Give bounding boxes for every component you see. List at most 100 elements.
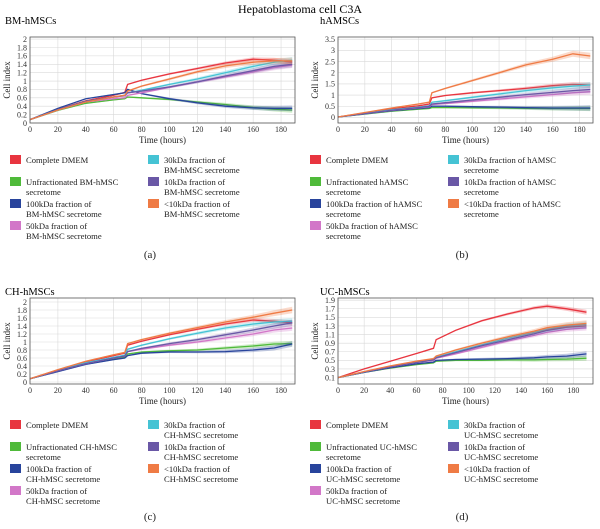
legend-swatch <box>148 442 159 451</box>
y-tick-label: 1 <box>23 338 27 347</box>
x-tick-label: 40 <box>388 125 396 134</box>
x-tick-label: 0 <box>336 125 340 134</box>
y-tick-label: 0.4 <box>17 362 27 371</box>
series-line <box>29 343 293 380</box>
x-axis-label: Time (hours) <box>442 135 489 145</box>
legend-label: Unfractionated UC-hMSC secretome <box>326 442 417 462</box>
panel-2: hAMSCs 0 0.5 1 1.5 2 2.5 3 3.5 0 20 40 60 80 100 120 140… <box>310 16 594 261</box>
legend-swatch <box>448 155 459 164</box>
legend-swatch <box>310 420 321 429</box>
series-line <box>29 63 293 121</box>
legend-label: Unfractionated BM-hMSC secretome <box>26 177 119 197</box>
series-line <box>337 53 591 118</box>
x-tick-label: 100 <box>463 386 475 395</box>
legend-swatch <box>148 199 159 208</box>
y-tick-label: 1.6 <box>17 314 27 323</box>
x-axis-label: Time (hours) <box>442 396 489 406</box>
y-tick-label: 1.4 <box>17 322 27 331</box>
legend-label: 30kDa fraction of hAMSC secretome <box>464 155 556 175</box>
x-tick-label: 60 <box>415 125 423 134</box>
error-band <box>30 341 293 380</box>
series-line <box>337 322 587 379</box>
y-tick-label: 0.2 <box>17 370 27 379</box>
legend-label: 30kDa fraction of BM-hMSC secretome <box>164 155 240 175</box>
y-tick-label: 3 <box>331 46 335 55</box>
legend-label: 30kDa fraction of CH-hMSC secretome <box>164 420 238 440</box>
x-tick-label: 140 <box>219 386 231 395</box>
y-tick-label: 2 <box>331 69 335 78</box>
legend-swatch <box>310 199 321 208</box>
legend-label: Complete DMEM <box>326 155 389 165</box>
y-tick-label: 2 <box>23 35 27 44</box>
legend-swatch <box>310 442 321 451</box>
legend-swatch <box>148 420 159 429</box>
x-tick-label: 160 <box>247 125 259 134</box>
y-tick-label: 0 <box>331 113 335 122</box>
y-tick-label: 1 <box>23 77 27 86</box>
y-tick-label: 1.2 <box>17 68 27 77</box>
y-tick-label: 0.6 <box>17 94 27 103</box>
error-band <box>338 304 587 378</box>
x-tick-label: 80 <box>441 125 449 134</box>
y-tick-label: 2.5 <box>325 57 335 66</box>
x-tick-label: 120 <box>191 125 203 134</box>
x-tick-label: 180 <box>275 386 287 395</box>
legend-swatch <box>448 464 459 473</box>
x-tick-label: 120 <box>493 125 505 134</box>
legend-label: 50kDa fraction of BM-hMSC secretome <box>26 221 102 241</box>
x-tick-label: 160 <box>541 386 553 395</box>
plot-frame <box>337 297 594 385</box>
legend-swatch <box>10 486 21 495</box>
x-tick-label: 180 <box>275 125 287 134</box>
y-tick-label: 1.2 <box>17 330 27 339</box>
series-line <box>29 322 293 380</box>
x-tick-label: 60 <box>110 125 118 134</box>
x-tick-label: 100 <box>163 386 175 395</box>
error-band <box>30 318 293 380</box>
y-tick-label: 1.5 <box>325 313 335 322</box>
y-tick-label: 1.3 <box>325 322 335 331</box>
panel-letter: (d) <box>456 511 469 523</box>
x-tick-label: 0 <box>336 386 340 395</box>
y-axis-label: Cell index <box>2 322 12 360</box>
error-band <box>338 320 587 378</box>
legend-swatch <box>448 199 459 208</box>
y-tick-label: 0.7 <box>325 348 335 357</box>
error-band <box>338 82 591 118</box>
y-tick-label: 1.6 <box>17 52 27 61</box>
legend-swatch <box>148 177 159 186</box>
legend-label: 10kDa fraction of BM-hMSC secretome <box>164 177 240 197</box>
x-tick-label: 80 <box>138 386 146 395</box>
y-tick-label: 1.8 <box>17 43 27 52</box>
legend-swatch <box>10 177 21 186</box>
y-tick-label: 1.5 <box>325 80 335 89</box>
legend-label: 50kDa fraction of CH-hMSC secretome <box>26 486 100 506</box>
plot-frame <box>29 36 296 124</box>
legend-label: Unfractionated CH-hMSC secretome <box>26 442 117 462</box>
legend-label: 10kDa fraction of hAMSC secretome <box>464 177 556 197</box>
legend-swatch <box>448 442 459 451</box>
panel-title: CH-hMSCs <box>5 287 55 298</box>
legend-swatch <box>448 177 459 186</box>
legend-swatch <box>310 486 321 495</box>
x-tick-label: 140 <box>520 125 532 134</box>
legend-swatch <box>310 177 321 186</box>
legend-label: 100kDa fraction of CH-hMSC secretome <box>26 464 100 484</box>
error-band <box>338 88 591 118</box>
x-tick-label: 60 <box>412 386 420 395</box>
x-tick-label: 20 <box>361 125 369 134</box>
x-tick-label: 160 <box>247 386 259 395</box>
series-line <box>337 83 591 118</box>
y-tick-label: 0 <box>23 378 27 387</box>
legend-swatch <box>310 155 321 164</box>
legend-swatch <box>148 464 159 473</box>
x-axis-label: Time (hours) <box>139 135 186 145</box>
plot-frame <box>337 36 594 124</box>
series-line <box>337 305 587 379</box>
legend-label: 50kDa fraction of hAMSC secretome <box>326 221 418 241</box>
legend-label: Unfractionated hAMSC secretome <box>326 177 409 197</box>
y-tick-label: 0.5 <box>325 102 335 111</box>
y-tick-label: 1.4 <box>17 60 27 69</box>
plot-frame <box>29 297 296 385</box>
